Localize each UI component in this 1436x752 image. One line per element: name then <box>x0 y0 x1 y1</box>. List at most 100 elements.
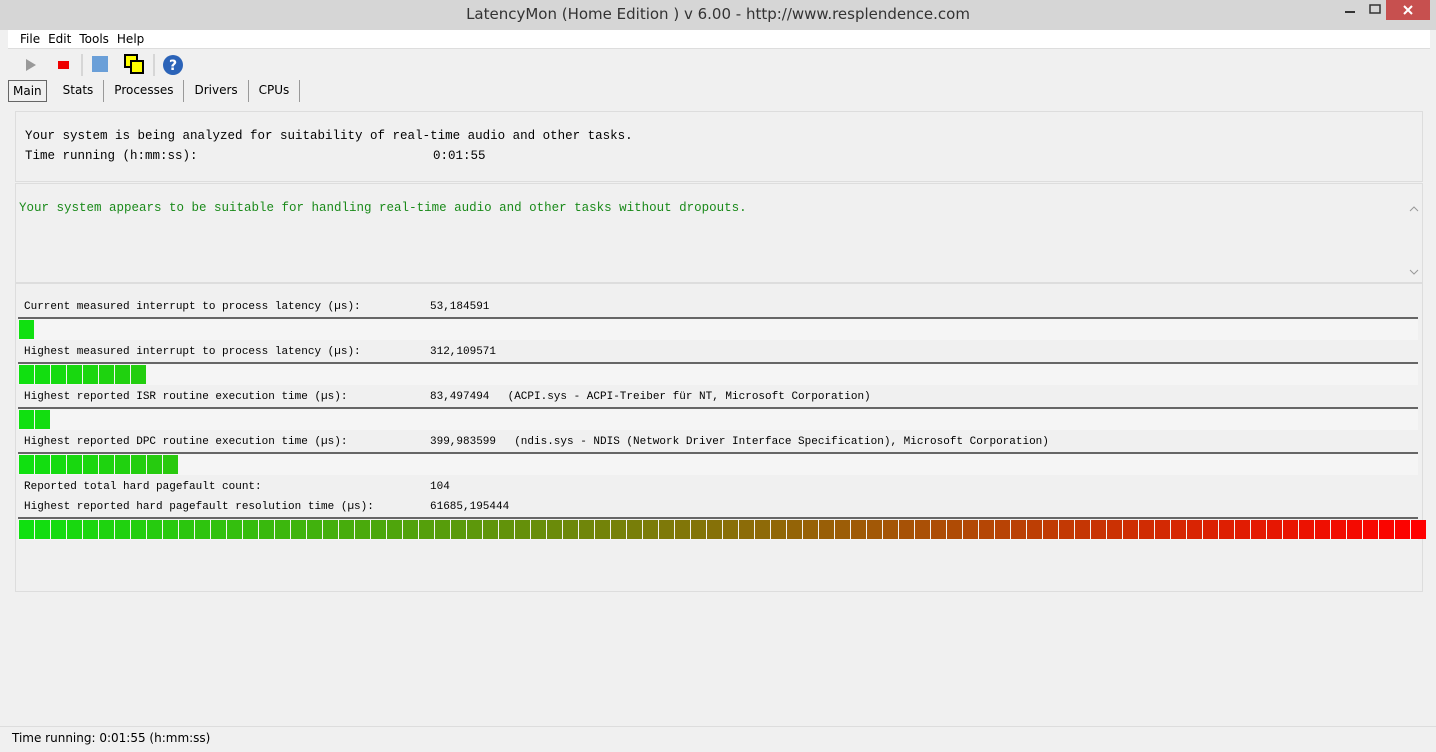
meter-segment <box>723 520 738 539</box>
meter-segment <box>675 520 690 539</box>
meter-segment <box>67 455 82 474</box>
scrollbar[interactable] <box>1406 184 1422 282</box>
metric-value: 61685,195444 <box>430 501 510 513</box>
meter-segment <box>1331 520 1346 539</box>
meter-segment <box>467 520 482 539</box>
meter-segment <box>1219 520 1234 539</box>
meter-segment <box>19 455 34 474</box>
meter-segment <box>787 520 802 539</box>
meter-segment <box>835 520 850 539</box>
meter-segment <box>963 520 978 539</box>
analyze-button[interactable] <box>92 56 108 72</box>
meter-segment <box>755 520 770 539</box>
meter-segment <box>51 365 66 384</box>
meter <box>18 452 1418 475</box>
menu-item[interactable]: File <box>20 32 41 46</box>
metric-label: Highest measured interrupt to process la… <box>24 346 361 358</box>
meter-segment <box>739 520 754 539</box>
meter-segment <box>227 520 242 539</box>
tab[interactable]: Processes <box>104 80 185 102</box>
help-button[interactable] <box>163 55 183 75</box>
meter-segment <box>67 365 82 384</box>
meter-segment <box>1283 520 1298 539</box>
meter <box>18 317 1418 340</box>
meter-segment <box>19 365 34 384</box>
menu-item[interactable]: Help <box>116 32 145 46</box>
meter-segment <box>35 520 50 539</box>
tab-bar: Main Stats Processes Drivers CPUs <box>8 80 301 102</box>
meter-segment <box>499 520 514 539</box>
meter-segment <box>547 520 562 539</box>
meter-segment <box>1091 520 1106 539</box>
time-label: Time running (h:mm:ss): <box>25 149 198 163</box>
meter-segment <box>1203 520 1218 539</box>
maximize-button[interactable] <box>1360 0 1390 20</box>
meter-segment <box>1027 520 1042 539</box>
meter-segment <box>563 520 578 539</box>
meter-segment <box>387 520 402 539</box>
meter-segment <box>947 520 962 539</box>
meter-segment <box>931 520 946 539</box>
minimize-button[interactable] <box>1335 0 1365 20</box>
meter-segment <box>611 520 626 539</box>
time-value: 0:01:55 <box>433 149 486 163</box>
meter-segment <box>1187 520 1202 539</box>
tab[interactable]: Drivers <box>184 80 249 102</box>
metric-label: Highest reported hard pagefault resoluti… <box>24 501 374 513</box>
meter-segment <box>291 520 306 539</box>
menu-item[interactable]: Tools <box>79 32 109 46</box>
header-panel: Your system is being analyzed for suitab… <box>15 111 1423 182</box>
meter-segment <box>1411 520 1426 539</box>
meter-segment <box>131 455 146 474</box>
stop-button[interactable] <box>58 61 69 69</box>
meter-segment <box>355 520 370 539</box>
meter-segment <box>403 520 418 539</box>
meter-segment <box>595 520 610 539</box>
status-line: Your system is being analyzed for suitab… <box>25 129 633 143</box>
metric-label: Reported total hard pagefault count: <box>24 481 262 493</box>
menu-item[interactable]: Edit <box>48 32 72 46</box>
meter-segment <box>67 520 82 539</box>
meter-segment <box>35 455 50 474</box>
meter-segment <box>771 520 786 539</box>
metric-label: Highest reported ISR routine execution t… <box>24 391 348 403</box>
meter-segment <box>643 520 658 539</box>
menu-bar: File Edit Tools Help <box>8 30 1430 49</box>
meter-segment <box>19 410 34 429</box>
meter-segment <box>899 520 914 539</box>
meter-segment <box>659 520 674 539</box>
meter-segment <box>1379 520 1394 539</box>
tab[interactable]: Stats <box>53 80 105 102</box>
meter-segment <box>979 520 994 539</box>
meter-segment <box>1011 520 1026 539</box>
meter-segment <box>579 520 594 539</box>
meter-segment <box>867 520 882 539</box>
meter-segment <box>35 365 50 384</box>
meter-segment <box>1267 520 1282 539</box>
meter-segment <box>883 520 898 539</box>
start-button[interactable] <box>26 59 36 71</box>
metric-value: 399,983599 <box>430 436 497 448</box>
meter-segment <box>275 520 290 539</box>
meter-segment <box>995 520 1010 539</box>
tab[interactable]: CPUs <box>249 80 301 102</box>
title-bar: LatencyMon (Home Edition ) v 6.00 - http… <box>0 0 1436 30</box>
meter-segment <box>627 520 642 539</box>
metric-label: Current measured interrupt to process la… <box>24 301 361 313</box>
meter-segment <box>803 520 818 539</box>
window-title: LatencyMon (Home Edition ) v 6.00 - http… <box>466 5 970 23</box>
meter-segment <box>371 520 386 539</box>
close-button[interactable] <box>1386 0 1430 20</box>
meter-segment <box>147 455 162 474</box>
meter-segment <box>419 520 434 539</box>
meter-segment <box>915 520 930 539</box>
meter-segment <box>83 520 98 539</box>
meter-segment <box>99 520 114 539</box>
meter-segment <box>115 520 130 539</box>
tab[interactable]: Main <box>8 80 47 102</box>
metric-value: 83,497494 <box>430 391 490 403</box>
meter <box>18 407 1418 430</box>
metric-value: 104 <box>430 481 450 493</box>
